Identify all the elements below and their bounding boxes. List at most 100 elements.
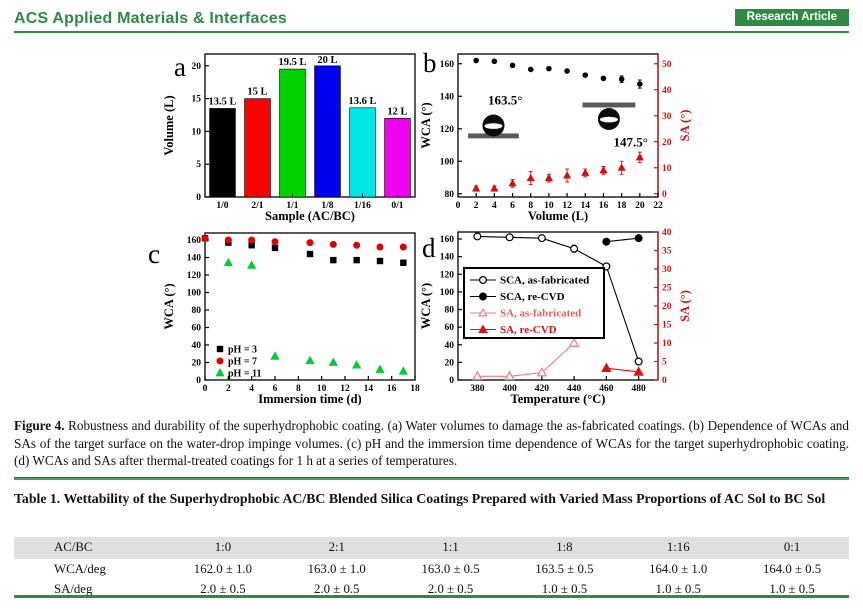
table-cell: 2.0 ± 0.5 bbox=[314, 582, 360, 596]
section-divider-rule bbox=[14, 477, 849, 480]
svg-text:0: 0 bbox=[203, 384, 208, 394]
svg-text:1/8: 1/8 bbox=[321, 201, 333, 211]
table-cell: 164.0 ± 1.0 bbox=[649, 562, 708, 576]
svg-text:SA, re-CVD: SA, re-CVD bbox=[500, 324, 557, 336]
svg-text:40: 40 bbox=[445, 341, 455, 351]
table-cell: 162.0 ± 1.0 bbox=[193, 562, 253, 576]
svg-text:163.5°: 163.5° bbox=[488, 92, 522, 107]
svg-text:10: 10 bbox=[662, 164, 672, 174]
svg-text:13.6 L: 13.6 L bbox=[348, 96, 376, 107]
svg-text:0: 0 bbox=[196, 193, 201, 203]
svg-text:18: 18 bbox=[410, 384, 420, 394]
table-title: Table 1. Wettability of the Superhydroph… bbox=[14, 491, 826, 506]
figure-caption-text: Robustness and durability of the superhy… bbox=[14, 418, 849, 468]
svg-text:20: 20 bbox=[192, 62, 202, 72]
svg-text:10: 10 bbox=[192, 127, 202, 137]
table-cell: 2.0 ± 0.5 bbox=[200, 582, 246, 596]
svg-text:a: a bbox=[174, 52, 186, 82]
svg-text:30: 30 bbox=[662, 265, 672, 275]
row-label: WCA/deg bbox=[54, 562, 106, 576]
svg-text:Volume (L): Volume (L) bbox=[162, 95, 176, 155]
svg-text:d: d bbox=[422, 233, 436, 263]
svg-text:80: 80 bbox=[445, 190, 455, 200]
svg-text:13.5 L: 13.5 L bbox=[208, 96, 236, 107]
table-cell: 2.0 ± 0.5 bbox=[427, 582, 474, 596]
svg-text:pH = 7: pH = 7 bbox=[228, 357, 257, 368]
svg-text:WCA (°): WCA (°) bbox=[420, 102, 433, 148]
table-bottom-rule bbox=[14, 595, 849, 598]
svg-text:15 L: 15 L bbox=[247, 87, 267, 98]
svg-text:2: 2 bbox=[226, 384, 231, 394]
svg-text:420: 420 bbox=[535, 384, 550, 394]
svg-text:12: 12 bbox=[340, 384, 350, 394]
svg-text:40: 40 bbox=[662, 228, 672, 238]
svg-text:80: 80 bbox=[192, 306, 202, 316]
svg-text:12: 12 bbox=[562, 201, 572, 211]
svg-text:80: 80 bbox=[445, 306, 455, 316]
chart-panel-c-wca-vs-immersion-time: c 0 20 40 60 80 100 120 140 160 0 2 4 6 8 10 12 14 16 18 pH … bbox=[130, 225, 425, 412]
svg-text:60: 60 bbox=[192, 324, 202, 334]
svg-text:20: 20 bbox=[192, 359, 202, 369]
svg-text:20: 20 bbox=[662, 302, 672, 312]
svg-text:22: 22 bbox=[653, 201, 663, 211]
table-cell: 163.0 ± 1.0 bbox=[307, 562, 366, 576]
svg-text:19.5 L: 19.5 L bbox=[278, 57, 306, 68]
chart-panel-b-wca-sa-vs-volume: b 80 100 120 140 160 0 10 20 30 40 50 SA (°) 0 2 4 6 8 10 1… bbox=[419, 42, 742, 230]
figure-caption-label: Figure 4. bbox=[14, 418, 65, 433]
svg-text:0/1: 0/1 bbox=[391, 201, 403, 211]
svg-text:30: 30 bbox=[662, 112, 672, 122]
svg-text:380: 380 bbox=[470, 384, 485, 394]
svg-text:20 L: 20 L bbox=[317, 55, 337, 66]
svg-text:25: 25 bbox=[662, 284, 672, 294]
svg-text:1/0: 1/0 bbox=[216, 201, 228, 211]
svg-text:120: 120 bbox=[440, 125, 455, 135]
svg-text:15: 15 bbox=[192, 95, 202, 105]
svg-text:160: 160 bbox=[187, 236, 202, 246]
svg-text:SCA, as-fabricated: SCA, as-fabricated bbox=[500, 275, 589, 287]
table-cell: 163.5 ± 0.5 bbox=[535, 562, 594, 576]
svg-text:60: 60 bbox=[445, 323, 455, 333]
svg-text:SA (°): SA (°) bbox=[678, 290, 692, 322]
svg-text:Temperature (°C): Temperature (°C) bbox=[511, 392, 606, 406]
svg-text:4: 4 bbox=[249, 384, 254, 394]
svg-text:6: 6 bbox=[510, 201, 515, 211]
svg-text:5: 5 bbox=[662, 358, 667, 368]
table-cell: 164.0 ± 0.5 bbox=[762, 562, 822, 576]
svg-text:Immersion time (d): Immersion time (d) bbox=[258, 392, 361, 406]
svg-text:160: 160 bbox=[440, 235, 455, 245]
table-cell: 1.0 ± 0.5 bbox=[655, 582, 701, 596]
table-header-row: AC/BC 1:0 2:1 1:1 1:8 1:16 0:1 bbox=[14, 537, 849, 559]
svg-text:14: 14 bbox=[364, 384, 374, 394]
row-label: SA/deg bbox=[54, 582, 93, 596]
svg-text:10: 10 bbox=[317, 384, 327, 394]
svg-text:SA (°): SA (°) bbox=[678, 110, 692, 142]
table-header-cell: 1:16 bbox=[621, 537, 736, 559]
svg-text:WCA (°): WCA (°) bbox=[162, 283, 176, 329]
table-header-cell: AC/BC bbox=[14, 537, 166, 559]
table-header-cell: 2:1 bbox=[279, 537, 394, 559]
svg-text:10: 10 bbox=[662, 339, 672, 349]
table-header-cell: 0:1 bbox=[735, 537, 849, 559]
journal-header: ACS Applied Materials & Interfaces Resea… bbox=[14, 7, 849, 31]
svg-text:440: 440 bbox=[567, 384, 582, 394]
svg-text:10: 10 bbox=[544, 201, 554, 211]
svg-text:480: 480 bbox=[632, 384, 647, 394]
svg-text:SCA, re-CVD: SCA, re-CVD bbox=[500, 291, 565, 303]
figure-4: a 0 5 10 15 20 13.5 L 1/0 15 L 2/1 19.5 L 1/1 20 L 1/… bbox=[130, 42, 745, 410]
table-cell: 1.0 ± 0.5 bbox=[541, 582, 588, 596]
svg-text:pH = 3: pH = 3 bbox=[228, 345, 257, 356]
table-row-wca: WCA/deg 162.0 ± 1.0 163.0 ± 1.0 163.0 ± … bbox=[14, 559, 849, 579]
svg-text:12 L: 12 L bbox=[387, 106, 407, 117]
table-header-cell: 1:8 bbox=[507, 537, 622, 559]
svg-text:Volume (L): Volume (L) bbox=[528, 209, 588, 223]
svg-text:20: 20 bbox=[635, 201, 645, 211]
table-header-cell: 1:0 bbox=[166, 537, 280, 559]
svg-text:Sample (AC/BC): Sample (AC/BC) bbox=[265, 209, 355, 223]
svg-text:40: 40 bbox=[192, 341, 202, 351]
svg-text:100: 100 bbox=[187, 289, 202, 299]
svg-text:0: 0 bbox=[196, 376, 201, 386]
svg-text:160: 160 bbox=[440, 60, 455, 70]
svg-text:20: 20 bbox=[662, 138, 672, 148]
table-row-sa: SA/deg 2.0 ± 0.5 2.0 ± 0.5 2.0 ± 0.5 1.0… bbox=[14, 579, 849, 599]
